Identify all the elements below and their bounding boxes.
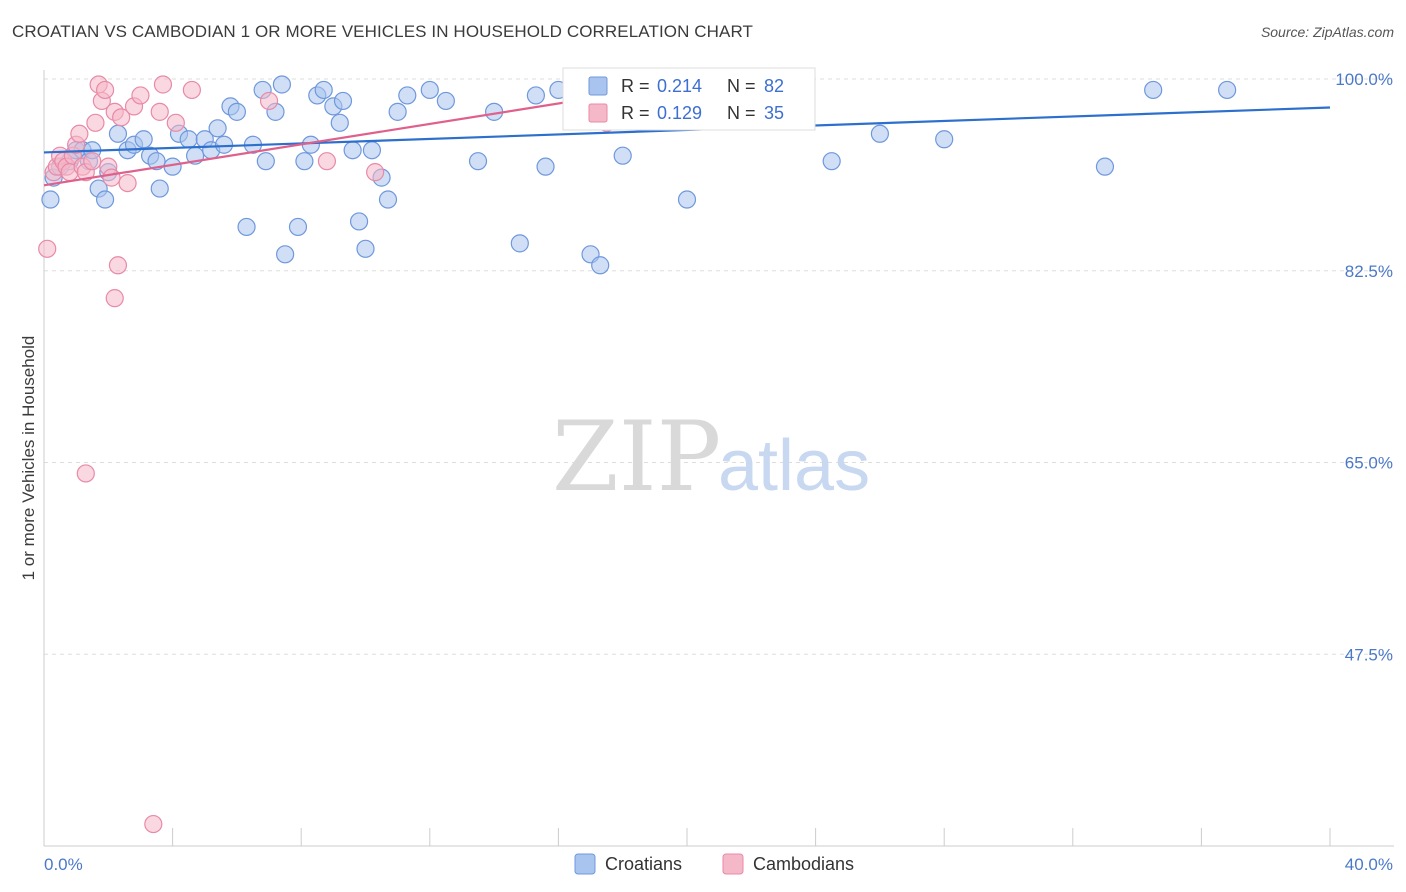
source-credit: Source: ZipAtlas.com [1260, 24, 1394, 40]
croatians-point [870, 124, 890, 143]
cambodians-point [118, 173, 137, 193]
watermark-atlas: atlas [718, 426, 870, 506]
croatians-point [436, 91, 455, 111]
croatians-point [330, 113, 349, 132]
croatians-point [420, 80, 439, 100]
y-tick-label: 82.5% [1345, 262, 1393, 281]
croatians-point [227, 102, 246, 121]
croatians-point [237, 217, 256, 237]
legend-cambodians-swatch [722, 853, 744, 875]
croatians-point [613, 146, 632, 165]
croatians-point [276, 245, 295, 264]
chart-title: CROATIAN VS CAMBODIAN 1 OR MORE VEHICLES… [12, 22, 754, 41]
croatians-point [362, 141, 382, 160]
bottom-legend: Croatians Cambodians [574, 853, 854, 875]
cambodians-point [108, 256, 128, 275]
croatians-point [822, 152, 841, 171]
cambodians-r-value: 0.129 [657, 103, 702, 123]
x-tick-labels: 0.0% 40.0% [44, 855, 1393, 874]
croatians-point [314, 80, 333, 100]
cambodians-point [150, 102, 169, 121]
croatians-point [591, 256, 610, 275]
croatians-point [935, 130, 954, 149]
cambodians-point [76, 464, 95, 483]
legend-croatians-swatch [574, 853, 596, 875]
croatians-point [134, 130, 153, 149]
y-axis-label: 1 or more Vehicles in Household [19, 336, 38, 581]
croatians-point [343, 141, 362, 160]
croatians-point [1144, 80, 1163, 100]
cambodians-point [70, 124, 89, 143]
cambodians-n-label: N = [727, 103, 756, 123]
legend-cambodians-label: Cambodians [753, 854, 854, 874]
cambodians-point [182, 80, 201, 100]
cambodians-point [317, 152, 337, 171]
croatians-point [295, 152, 314, 171]
croatians-point [468, 152, 488, 171]
croatians-n-value: 82 [764, 76, 784, 96]
croatians-point [526, 86, 545, 105]
series-croatians-points [41, 75, 1237, 275]
y-tick-label: 65.0% [1345, 454, 1393, 473]
croatians-point [208, 119, 227, 138]
cambodians-r-label: R = [621, 103, 650, 123]
cambodians-point [259, 91, 279, 111]
croatians-r-label: R = [621, 76, 650, 96]
croatians-point [398, 86, 417, 105]
grid-lines [44, 78, 1394, 655]
series-cambodians-points [38, 75, 616, 834]
croatians-point [333, 91, 353, 111]
y-tick-labels: 47.5% 65.0% 82.5% 100.0% [1335, 70, 1393, 664]
cambodians-point [144, 814, 163, 834]
croatians-point [272, 75, 292, 94]
croatians-n-label: N = [727, 76, 756, 96]
cambodians-point [366, 163, 385, 182]
croatians-point [288, 217, 308, 237]
y-tick-label: 100.0% [1335, 70, 1393, 89]
croatians-point [179, 130, 198, 149]
cambodians-point [83, 152, 102, 171]
croatians-point [108, 124, 128, 143]
croatians-swatch [588, 76, 608, 96]
legend-croatians-label: Croatians [605, 854, 682, 874]
watermark-zip: ZIP [552, 401, 721, 513]
croatians-point [214, 135, 234, 154]
cambodians-point [95, 80, 115, 100]
croatians-point [378, 190, 398, 209]
cambodians-point [166, 113, 185, 132]
croatians-r-value: 0.214 [657, 76, 702, 96]
cambodians-point [131, 86, 150, 105]
croatians-point [1095, 157, 1115, 176]
croatians-point [1218, 80, 1237, 100]
croatians-point [356, 239, 375, 258]
x-tick-label-max: 40.0% [1345, 855, 1393, 874]
cambodians-point [153, 75, 173, 94]
cambodians-n-value: 35 [764, 103, 784, 123]
y-tick-label: 47.5% [1345, 645, 1393, 664]
x-tick-label-min: 0.0% [44, 855, 83, 874]
cambodians-point [86, 113, 105, 132]
cambodians-swatch [588, 103, 608, 123]
croatians-point [388, 102, 407, 121]
cambodians-point [38, 239, 57, 258]
croatians-point [256, 152, 275, 171]
croatians-point [41, 190, 60, 209]
cambodians-point [112, 108, 131, 127]
cambodians-point [102, 168, 121, 187]
croatians-point [147, 152, 166, 171]
stats-legend: R = 0.214 N = 82 R = 0.129 N = 35 [562, 67, 816, 131]
croatians-point [150, 179, 169, 198]
croatians-point [677, 190, 697, 209]
cambodians-trend-line [43, 92, 623, 187]
croatians-point [510, 234, 529, 253]
cambodians-point [105, 289, 124, 308]
croatians-point [536, 157, 555, 176]
croatians-point [95, 190, 115, 209]
croatians-point [349, 212, 369, 231]
